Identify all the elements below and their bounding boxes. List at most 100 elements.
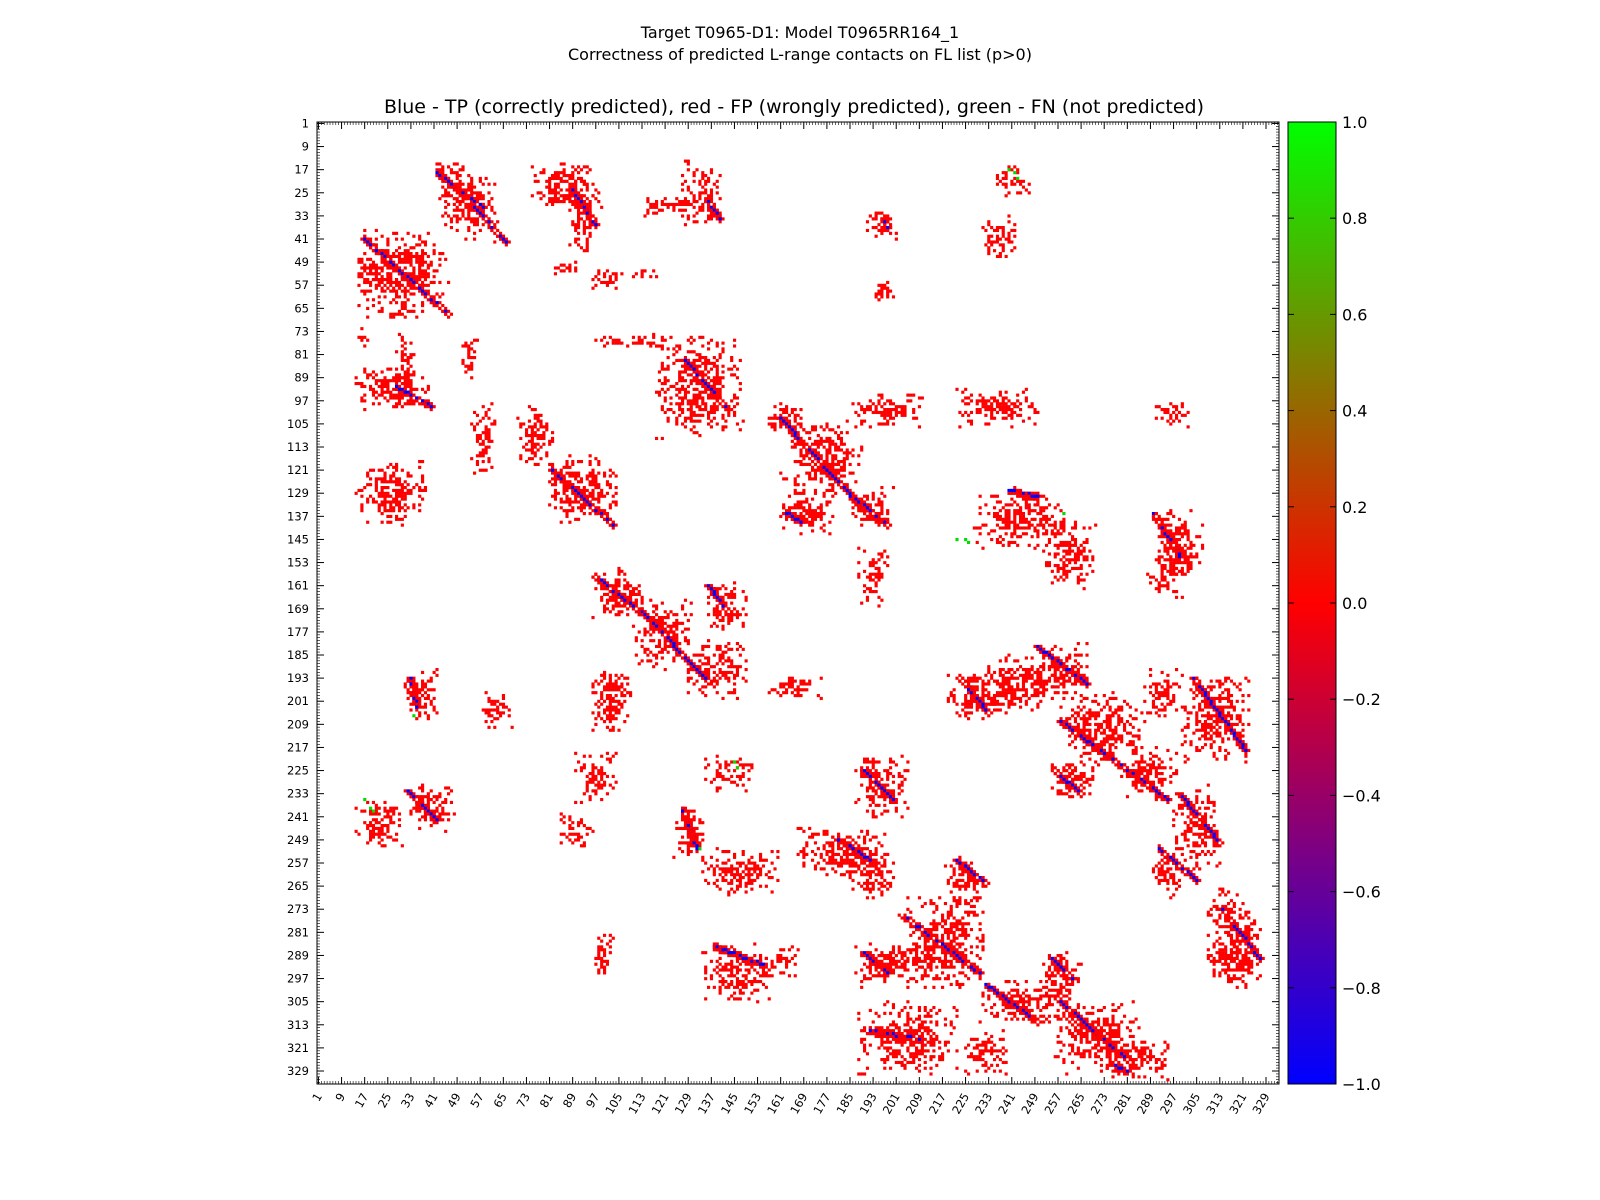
- fp-contact: [579, 509, 584, 513]
- fp-contact: [730, 595, 734, 599]
- fp-contact: [1079, 653, 1083, 657]
- fp-contact: [383, 486, 387, 490]
- fp-contact: [663, 376, 667, 380]
- fp-contact: [1166, 410, 1170, 415]
- fp-contact: [701, 384, 705, 389]
- fp-contact: [695, 200, 699, 204]
- fp-contact: [718, 174, 722, 178]
- fp-contact: [614, 581, 618, 585]
- fp-contact: [695, 396, 699, 400]
- fp-contact: [678, 405, 682, 409]
- fp-contact: [1175, 413, 1179, 417]
- fp-contact: [799, 422, 803, 426]
- fp-contact: [548, 188, 552, 192]
- fp-contact: [1013, 500, 1017, 504]
- fp-contact: [392, 269, 396, 273]
- fp-contact: [539, 171, 543, 175]
- fp-contact: [692, 387, 696, 391]
- fp-contact: [597, 772, 601, 776]
- fp-contact: [1007, 699, 1011, 703]
- fp-contact: [603, 474, 607, 478]
- fp-contact: [603, 688, 607, 692]
- fp-contact: [1157, 558, 1161, 562]
- fp-contact: [709, 393, 714, 397]
- fp-contact: [565, 488, 569, 493]
- fp-contact: [409, 341, 413, 345]
- fp-contact: [730, 601, 734, 605]
- fp-contact: [880, 598, 884, 602]
- fp-contact: [695, 402, 699, 406]
- fp-contact: [998, 702, 1002, 706]
- fp-contact: [484, 425, 488, 429]
- fp-contact: [1019, 402, 1023, 406]
- fp-contact: [1154, 405, 1158, 409]
- fp-contact: [721, 662, 725, 666]
- fp-contact: [1021, 673, 1026, 677]
- fp-contact: [582, 226, 586, 230]
- fp-contact: [733, 581, 737, 585]
- fp-contact: [984, 243, 988, 247]
- fp-contact: [675, 344, 679, 348]
- fp-contact: [545, 425, 549, 429]
- fp-contact: [620, 673, 624, 677]
- fp-contact: [1042, 682, 1046, 686]
- fp-contact: [1154, 558, 1158, 562]
- fp-contact: [395, 376, 399, 380]
- fp-contact: [845, 451, 849, 455]
- fp-contact: [1007, 679, 1011, 683]
- fp-contact: [1004, 688, 1008, 692]
- fp-contact: [426, 289, 430, 293]
- fp-contact: [1177, 529, 1182, 533]
- fp-contact: [467, 226, 471, 230]
- fp-contact: [545, 451, 549, 455]
- fp-contact: [877, 772, 881, 776]
- fp-contact: [652, 639, 656, 643]
- fp-contact: [808, 471, 812, 475]
- fp-contact: [611, 708, 615, 712]
- fp-contact: [568, 471, 572, 475]
- fp-contact: [883, 549, 887, 553]
- fp-contact: [912, 393, 916, 397]
- fp-contact: [553, 266, 558, 270]
- fp-contact: [715, 691, 719, 695]
- fp-contact: [608, 708, 612, 712]
- fp-contact: [392, 471, 396, 475]
- fp-contact: [371, 304, 376, 308]
- fp-contact: [1218, 679, 1222, 683]
- fp-contact: [1030, 668, 1034, 672]
- fp-contact: [574, 800, 578, 805]
- fp-contact: [357, 275, 361, 279]
- fp-contact: [834, 448, 838, 452]
- fp-contact: [718, 587, 722, 591]
- fp-contact: [1192, 731, 1196, 735]
- fp-contact: [412, 506, 416, 510]
- fp-contact: [1180, 402, 1184, 406]
- fp-contact: [403, 503, 407, 507]
- fp-contact: [1021, 685, 1026, 689]
- fp-contact: [366, 474, 370, 478]
- fp-contact: [600, 769, 604, 773]
- fp-contact: [987, 399, 991, 403]
- fp-contact: [1088, 722, 1092, 727]
- fp-contact: [585, 165, 589, 169]
- fp-contact: [1120, 774, 1124, 779]
- fp-contact: [1071, 714, 1075, 718]
- fp-contact: [678, 376, 682, 380]
- fp-contact: [591, 691, 595, 695]
- fp-contact: [880, 413, 884, 417]
- fp-contact: [1232, 682, 1236, 686]
- fp-contact: [1036, 523, 1040, 527]
- fp-contact: [594, 766, 598, 770]
- fp-contact: [542, 425, 546, 429]
- fp-contact: [1227, 694, 1231, 698]
- fp-contact: [681, 200, 685, 204]
- fp-contact: [689, 676, 693, 680]
- fp-contact: [1209, 717, 1213, 721]
- fp-contact: [655, 618, 659, 623]
- fp-contact: [553, 185, 558, 189]
- fp-contact: [1004, 670, 1008, 675]
- fp-contact: [868, 798, 872, 802]
- fp-contact: [1154, 769, 1158, 773]
- fp-contact: [369, 263, 373, 267]
- fp-contact: [634, 587, 638, 591]
